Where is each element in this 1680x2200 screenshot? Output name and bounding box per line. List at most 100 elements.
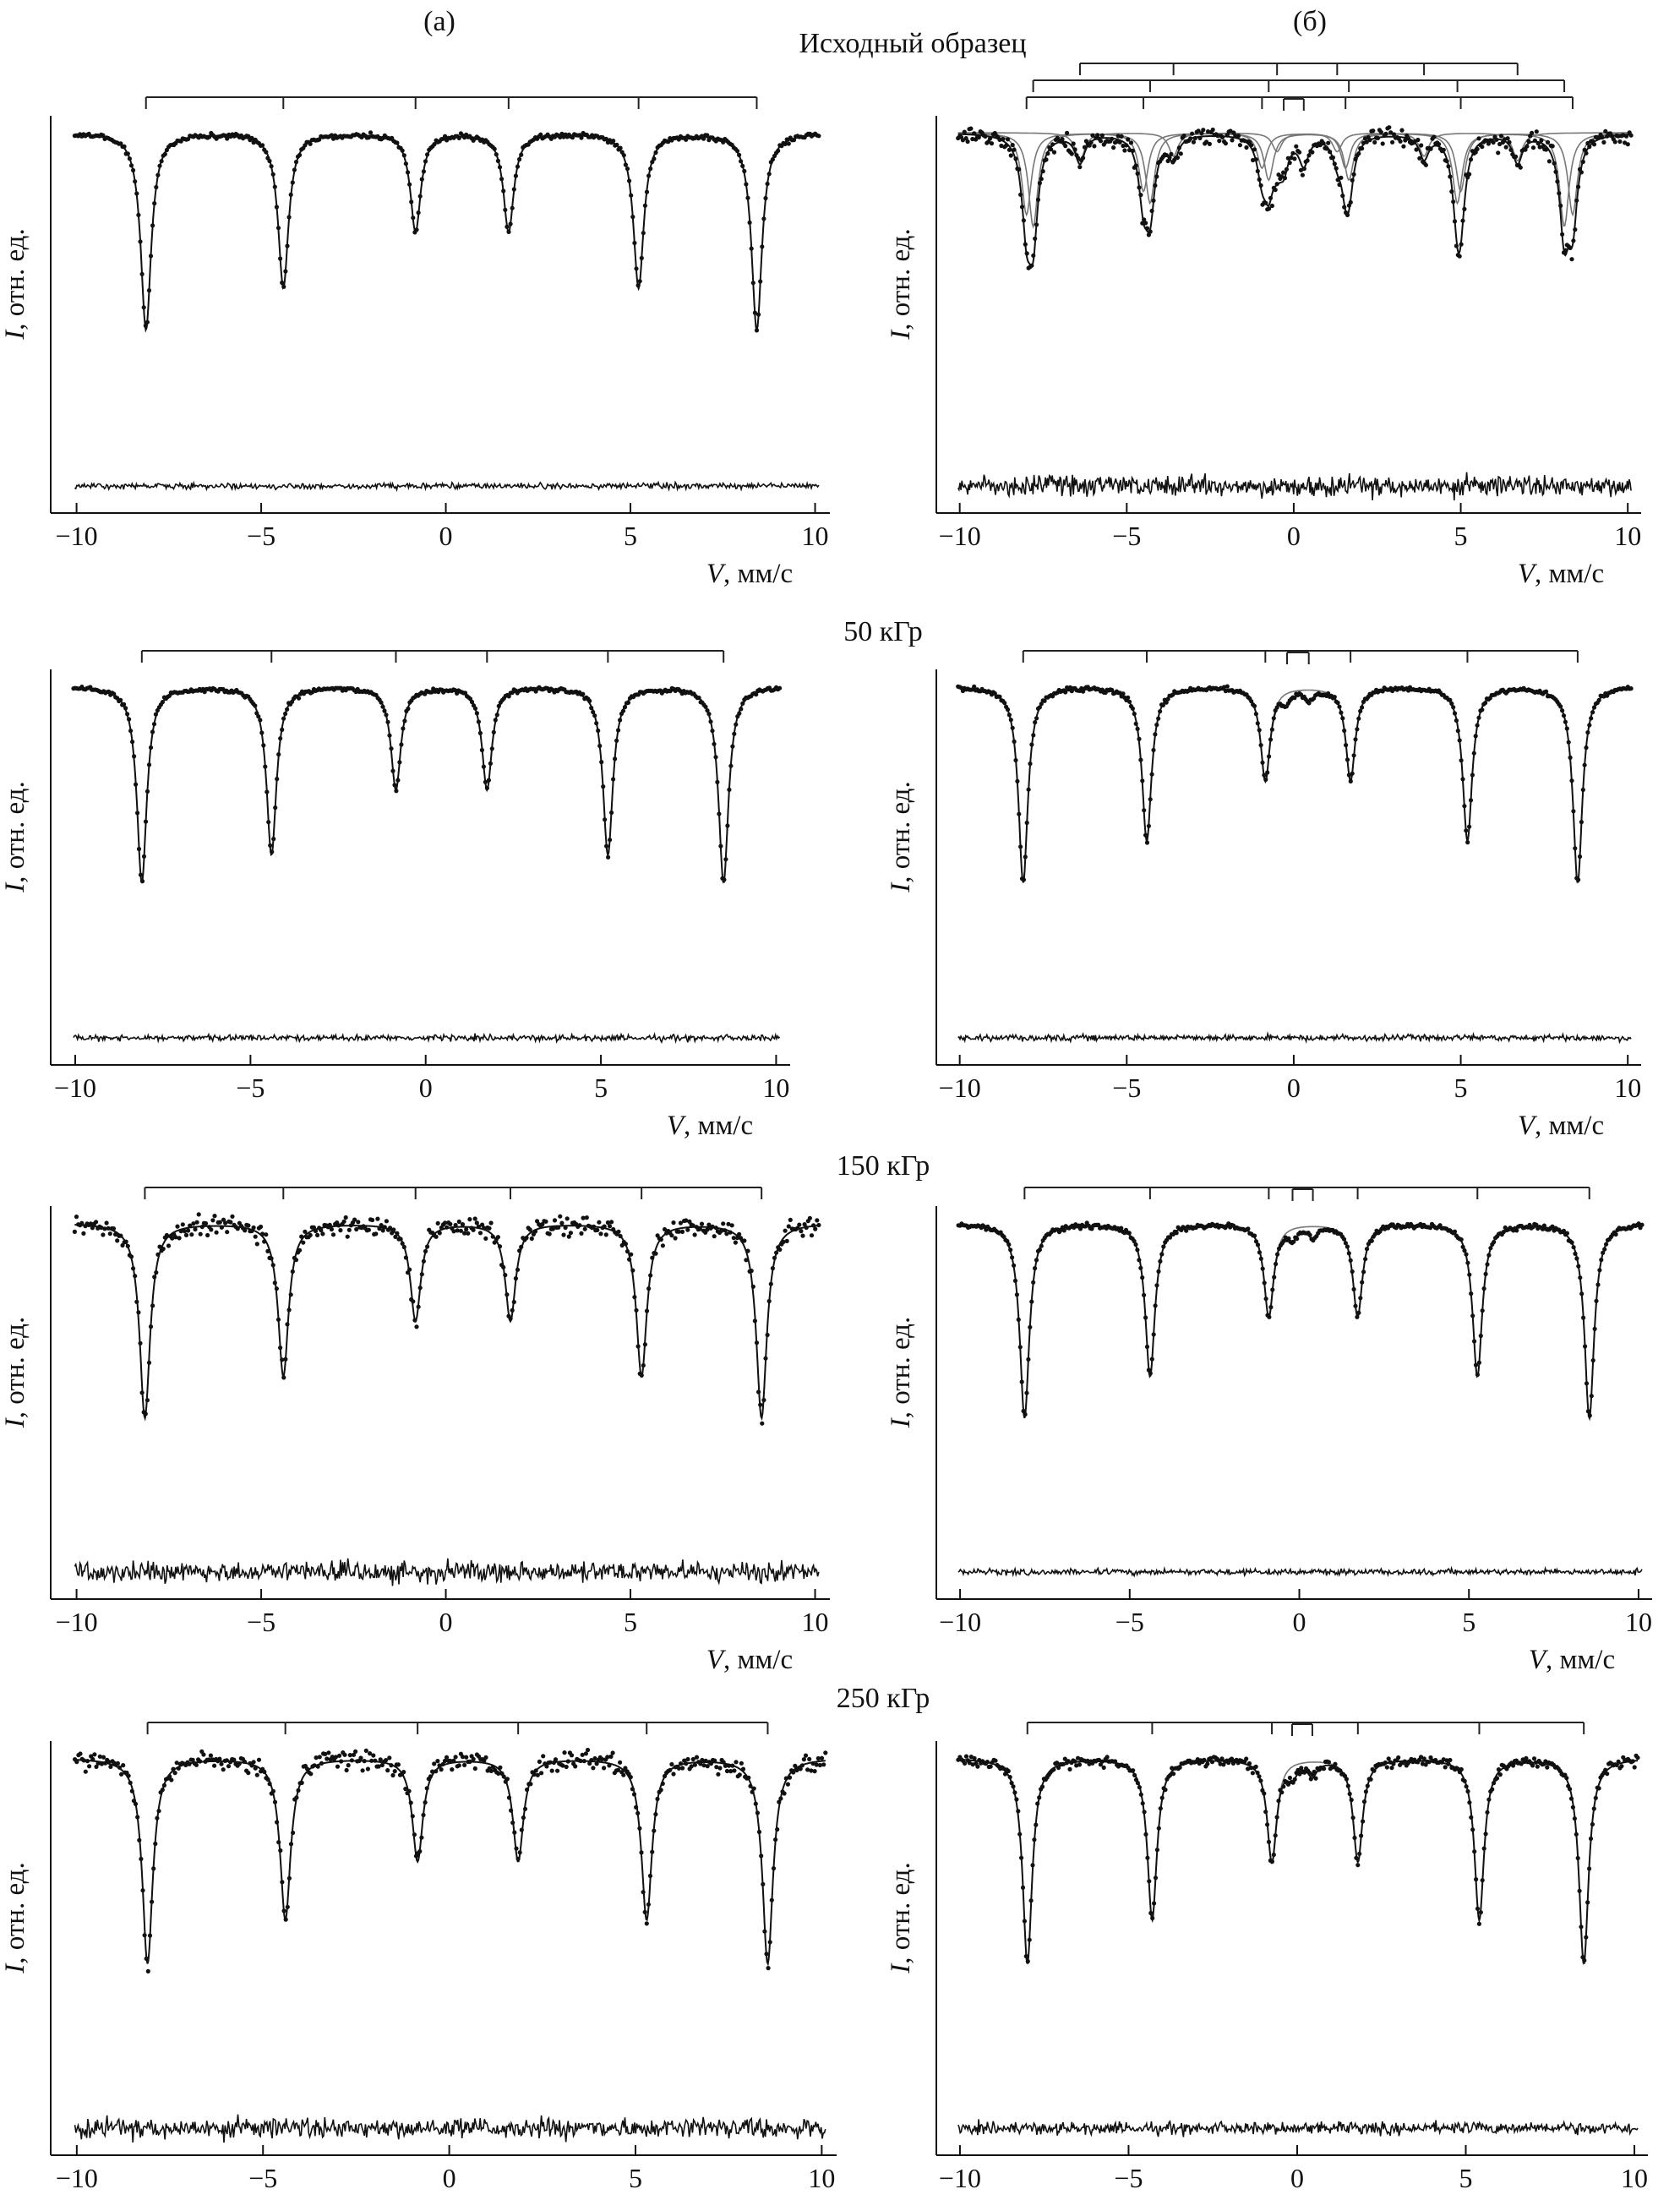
- data-point: [1188, 136, 1193, 141]
- data-point: [448, 1221, 453, 1226]
- data-point: [1534, 1222, 1539, 1227]
- data-point: [1483, 1832, 1488, 1837]
- data-point: [997, 694, 1002, 700]
- data-point: [1126, 137, 1131, 142]
- data-point: [1029, 1299, 1034, 1304]
- data-point: [1358, 708, 1363, 714]
- data-point: [727, 1763, 732, 1768]
- data-point: [505, 224, 510, 229]
- data-point: [599, 1756, 605, 1762]
- data-point: [972, 684, 977, 690]
- data-point: [395, 778, 401, 783]
- data-point: [1033, 236, 1038, 241]
- data-point: [489, 746, 494, 751]
- data-point: [81, 1758, 86, 1763]
- data-point: [490, 1234, 495, 1239]
- data-point: [1464, 1784, 1469, 1789]
- data-point: [525, 1787, 530, 1793]
- data-point: [1573, 846, 1578, 851]
- data-point: [752, 1318, 758, 1324]
- data-point: [458, 1228, 464, 1233]
- data-point: [403, 1787, 408, 1792]
- data-point: [700, 1757, 705, 1763]
- data-point: [173, 1235, 178, 1240]
- data-point: [1031, 253, 1036, 258]
- data-point: [1153, 1875, 1159, 1881]
- data-point: [1335, 700, 1340, 706]
- data-point: [263, 764, 268, 769]
- data-point: [1219, 1756, 1225, 1761]
- data-point: [774, 1250, 779, 1255]
- data-point: [765, 1332, 770, 1338]
- data-point: [118, 697, 123, 702]
- data-point: [445, 1225, 450, 1230]
- data-point: [1635, 1755, 1640, 1761]
- fit-curve: [957, 1224, 1643, 1422]
- data-point: [644, 1308, 650, 1313]
- data-point: [246, 1223, 251, 1228]
- data-point: [1576, 1264, 1581, 1269]
- data-point: [262, 1239, 267, 1244]
- data-point: [1201, 128, 1206, 133]
- data-point: [713, 1226, 718, 1231]
- data-point: [435, 1220, 440, 1226]
- data-point: [196, 1212, 201, 1217]
- component-curve: [958, 1224, 1643, 1418]
- data-point: [1337, 182, 1342, 188]
- data-point: [1570, 1804, 1575, 1810]
- data-point: [627, 1257, 632, 1262]
- data-point: [320, 1231, 325, 1236]
- data-point: [1199, 131, 1204, 136]
- data-point: [1348, 778, 1353, 784]
- data-point: [1462, 1248, 1467, 1253]
- data-point: [172, 1771, 177, 1776]
- data-point: [1177, 1765, 1182, 1770]
- data-point: [269, 164, 274, 169]
- data-point: [730, 1763, 735, 1768]
- row-label-initial: Исходный образец: [799, 28, 1026, 59]
- data-point: [122, 701, 127, 707]
- data-point: [134, 782, 139, 787]
- data-point: [1225, 684, 1230, 689]
- data-point: [1585, 140, 1590, 146]
- data-point: [253, 1766, 258, 1771]
- data-point: [437, 1763, 442, 1768]
- data-point: [1069, 151, 1074, 156]
- data-point: [1501, 1230, 1506, 1235]
- data-point: [1378, 129, 1383, 134]
- data-point: [389, 746, 394, 751]
- data-point: [510, 1307, 515, 1313]
- data-point: [135, 811, 140, 816]
- data-point: [1137, 736, 1142, 742]
- data-point: [497, 1244, 503, 1249]
- data-point: [1028, 1324, 1033, 1329]
- data-point: [467, 1759, 472, 1764]
- data-point: [1210, 127, 1215, 133]
- data-point: [1582, 762, 1587, 767]
- x-axis-label: V, мм/с: [706, 1645, 793, 1675]
- data-point: [1544, 147, 1549, 152]
- data-point: [483, 1236, 488, 1241]
- data-point: [1017, 1345, 1023, 1350]
- data-point: [515, 1267, 521, 1272]
- data-point: [1168, 1772, 1173, 1777]
- data-point: [166, 1243, 172, 1248]
- data-point: [148, 745, 154, 751]
- data-point: [550, 1226, 556, 1231]
- data-point: [1639, 1222, 1645, 1227]
- data-point: [1006, 1242, 1012, 1247]
- data-point: [754, 692, 759, 697]
- spectrum-panel-a-150: −10 −5 0 5 10V, мм/сI, отн. ед.: [0, 1187, 830, 1675]
- data-point: [528, 1782, 533, 1787]
- data-point: [264, 1232, 269, 1237]
- data-point: [1021, 877, 1026, 882]
- data-point: [1564, 726, 1569, 731]
- data-point: [1467, 172, 1472, 177]
- data-point: [809, 1233, 815, 1238]
- x-tick-label: 10: [802, 1607, 829, 1637]
- data-point: [1494, 137, 1499, 142]
- data-point: [1137, 185, 1142, 190]
- data-point: [1558, 203, 1563, 208]
- data-point: [1244, 145, 1249, 150]
- data-point: [1119, 1226, 1124, 1231]
